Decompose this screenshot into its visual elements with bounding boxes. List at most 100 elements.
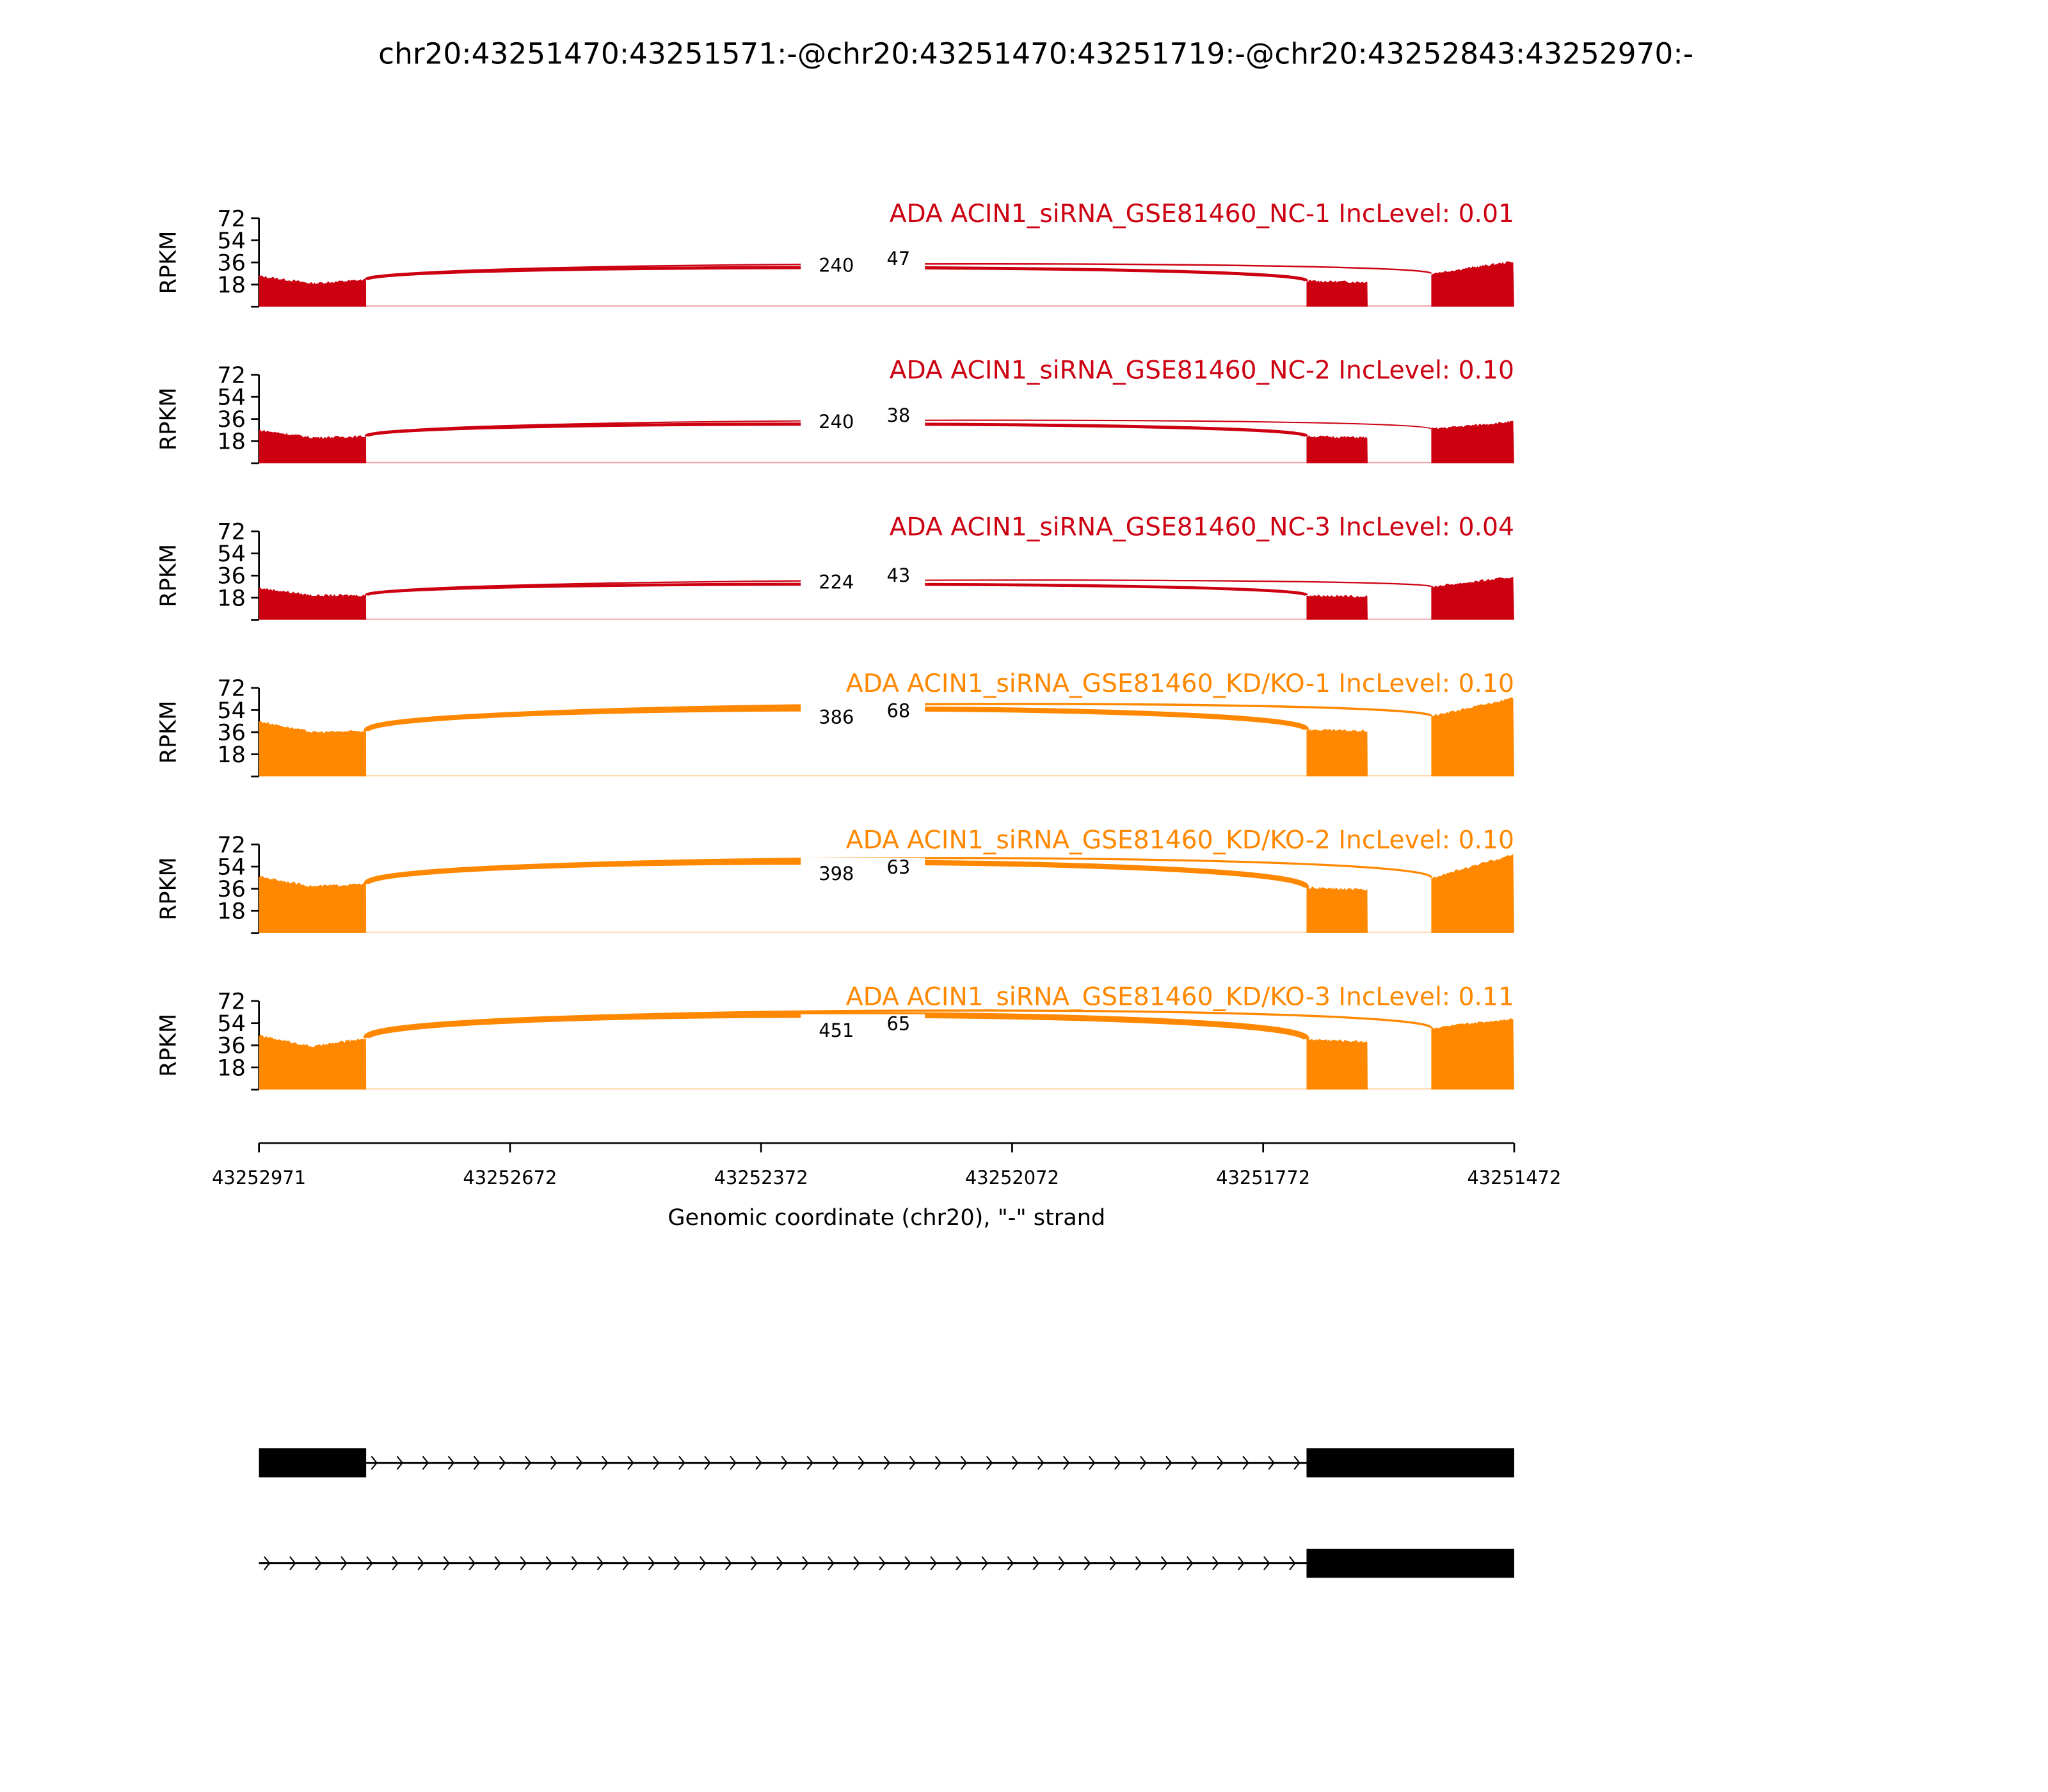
exon-block [259,1448,367,1478]
y-axis-label: RPKM [156,387,182,451]
y-tick-label: 36 [217,563,246,589]
junction-label-bg [801,406,925,430]
strand-arrow-icon [545,1556,553,1571]
strand-arrow-icon [883,1455,890,1470]
strand-arrow-icon [673,1556,681,1571]
strand-arrow-icon [1032,1556,1040,1571]
strand-arrow-icon [960,1455,968,1470]
isoform-track [259,1548,1514,1578]
y-tick-label: 54 [217,228,246,254]
strand-arrow-icon [730,1455,737,1470]
strand-arrow-icon [396,1455,404,1470]
coverage-exon-3 [1431,697,1514,777]
strand-arrow-icon [1191,1455,1198,1470]
strand-arrow-icon [1165,1455,1172,1470]
junction-label-bg [801,701,925,725]
x-tick-label: 43252372 [714,1167,808,1188]
strand-arrow-icon [1242,1455,1249,1470]
strand-arrow-icon [648,1556,655,1571]
strand-arrow-icon [1289,1556,1296,1571]
strand-arrow-icon [699,1556,707,1571]
strand-arrow-icon [1140,1455,1147,1470]
strand-arrow-icon [371,1455,378,1470]
strand-arrow-icon [443,1556,450,1571]
strand-arrow-icon [934,1455,942,1470]
coverage-exon-3 [1431,577,1514,620]
strand-arrow-icon [751,1556,758,1571]
y-axis-label: RPKM [156,544,182,607]
y-tick-label: 72 [217,519,246,545]
strand-arrow-icon [392,1556,399,1571]
coverage-exon-2 [1306,435,1368,463]
strand-arrow-icon [725,1556,732,1571]
strand-arrow-icon [499,1455,506,1470]
y-tick-label: 72 [217,989,246,1015]
y-tick-label: 54 [217,1011,246,1037]
y-tick-label: 72 [217,362,246,388]
y-tick-label: 72 [217,832,246,858]
strand-arrow-icon [1238,1556,1245,1571]
strand-arrow-icon [627,1455,634,1470]
strand-arrow-icon [879,1556,886,1571]
x-tick-label: 43252672 [463,1167,557,1188]
x-tick-label: 43251772 [1216,1167,1310,1188]
y-tick-label: 72 [217,205,246,232]
strand-arrow-icon [832,1455,839,1470]
strand-arrow-icon [1062,1455,1070,1470]
x-axis: 43252971 43252672 43252372 43252072 43251772… [212,1142,1561,1188]
strand-arrow-icon [1011,1455,1019,1470]
strand-arrow-icon [417,1556,424,1571]
strand-arrow-icon [781,1455,788,1470]
strand-arrow-icon [622,1556,630,1571]
gene-models [259,1448,1514,1578]
y-tick-label: 18 [217,742,246,768]
strand-arrow-icon [930,1556,937,1571]
coverage-exon-1 [259,720,367,777]
strand-arrow-icon [828,1556,835,1571]
junction-count-label: 451 [819,1020,854,1041]
junction-label-bg [801,249,925,273]
coverage-exon-3 [1431,1018,1514,1090]
strand-arrow-icon [524,1455,532,1470]
strand-arrow-icon [1293,1455,1300,1470]
strand-arrow-icon [956,1556,963,1571]
x-axis-label: Genomic coordinate (chr20), "-" strand [668,1204,1105,1231]
sample-title: ADA ACIN1_siRNA_GSE81460_KD/KO-2 IncLeve… [846,826,1514,855]
junction-label-bg [801,1014,925,1038]
coverage-exon-3 [1431,854,1514,933]
junction-count-label: 398 [819,863,854,884]
junction-count-label: 386 [819,707,854,728]
junction-count-label: 65 [886,1013,910,1035]
strand-arrow-icon [340,1556,348,1571]
strand-arrow-icon [550,1455,557,1470]
junction-count-label: 38 [886,404,910,426]
junction-label-bg [801,858,925,882]
strand-arrow-icon [289,1556,296,1571]
sample-title: ADA ACIN1_siRNA_GSE81460_NC-3 IncLevel: … [890,513,1514,541]
strand-arrow-icon [678,1455,685,1470]
junction-count-label: 240 [819,411,854,433]
y-tick-label: 72 [217,675,246,701]
coverage-exon-3 [1431,261,1514,307]
y-axis-label: RPKM [156,231,182,294]
strand-arrow-icon [447,1455,455,1470]
y-tick-label: 54 [217,698,246,724]
strand-arrow-icon [981,1556,988,1571]
y-tick-label: 18 [217,899,246,925]
strand-arrow-icon [1268,1455,1275,1470]
y-axis-label: RPKM [156,1014,182,1077]
coverage-exon-1 [259,876,367,933]
y-tick-label: 36 [217,719,246,746]
coverage-exon-2 [1306,594,1368,620]
y-axis-label: RPKM [156,701,182,764]
strand-arrow-icon [909,1455,916,1470]
y-tick-label: 54 [217,385,246,411]
strand-arrow-icon [1007,1556,1014,1571]
coverage-exon-1 [259,587,367,620]
strand-arrow-icon [704,1455,711,1470]
exon-block [1306,1548,1514,1578]
